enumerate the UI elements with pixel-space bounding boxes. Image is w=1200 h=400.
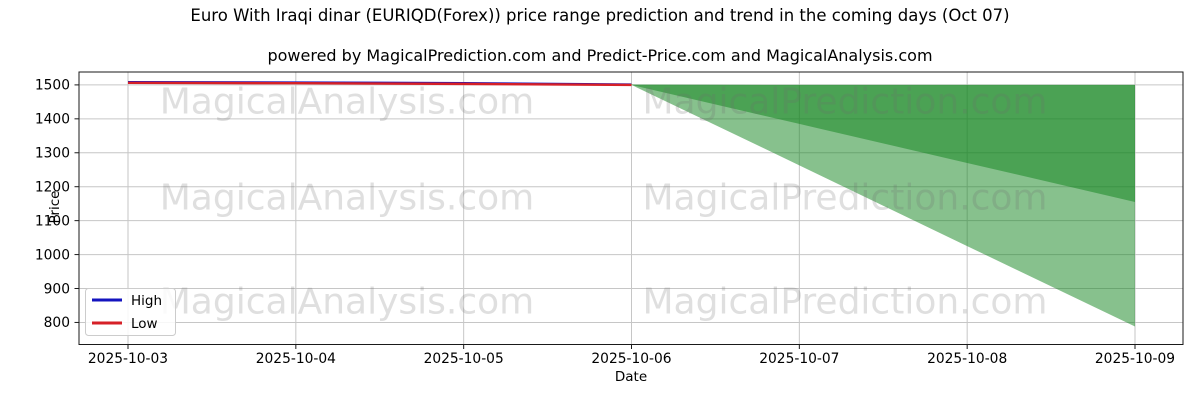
y-tick-label: 1400 (35, 112, 70, 128)
y-tick-label: 1300 (35, 146, 70, 162)
y-tick-label: 900 (44, 281, 70, 297)
watermark-text: MagicalPrediction.com (643, 178, 1048, 219)
y-tick-label: 1000 (35, 247, 70, 263)
y-tick-label: 1500 (35, 78, 70, 94)
watermark-text: MagicalAnalysis.com (160, 178, 534, 219)
plot-border (78, 71, 1184, 345)
x-tick-label: 2025-10-08 (927, 351, 1007, 367)
x-tick-label: 2025-10-05 (424, 351, 504, 367)
x-tick-label: 2025-10-04 (256, 351, 336, 367)
x-tick-label: 2025-10-03 (88, 351, 168, 367)
watermark-text: MagicalPrediction.com (643, 82, 1048, 123)
x-axis-label: Date (614, 369, 648, 385)
x-tick-label: 2025-10-07 (759, 351, 839, 367)
watermark-text: MagicalAnalysis.com (160, 82, 534, 123)
watermark-text: MagicalAnalysis.com (160, 282, 534, 323)
y-axis-label: Price (47, 190, 63, 224)
chart-subtitle: powered by MagicalPrediction.com and Pre… (267, 46, 933, 65)
x-tick-label: 2025-10-09 (1095, 351, 1175, 367)
inner-prediction-range-band (128, 82, 1135, 202)
y-tick-label: 1200 (35, 180, 70, 196)
chart-title: Euro With Iraqi dinar (EURIQD(Forex)) pr… (190, 6, 1010, 25)
legend-label-low: Low (131, 316, 158, 332)
x-tick-label: 2025-10-06 (591, 351, 671, 367)
y-tick-label: 800 (44, 315, 70, 331)
y-tick-label: 1100 (35, 213, 70, 229)
watermark-text: MagicalPrediction.com (643, 282, 1048, 323)
low-line (128, 81, 632, 87)
legend-label-high: High (131, 293, 162, 309)
